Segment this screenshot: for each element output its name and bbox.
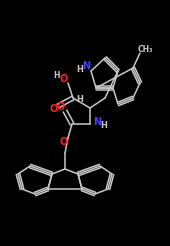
Text: H: H bbox=[54, 71, 60, 79]
Text: O: O bbox=[60, 137, 68, 147]
Text: O: O bbox=[60, 74, 68, 84]
Text: H: H bbox=[76, 95, 83, 105]
Text: H: H bbox=[76, 65, 83, 75]
Text: O: O bbox=[57, 102, 65, 112]
Text: CH₃: CH₃ bbox=[137, 46, 153, 55]
Text: O: O bbox=[50, 104, 58, 114]
Text: N: N bbox=[93, 117, 101, 127]
Text: N: N bbox=[82, 61, 90, 71]
Text: H: H bbox=[101, 122, 107, 130]
